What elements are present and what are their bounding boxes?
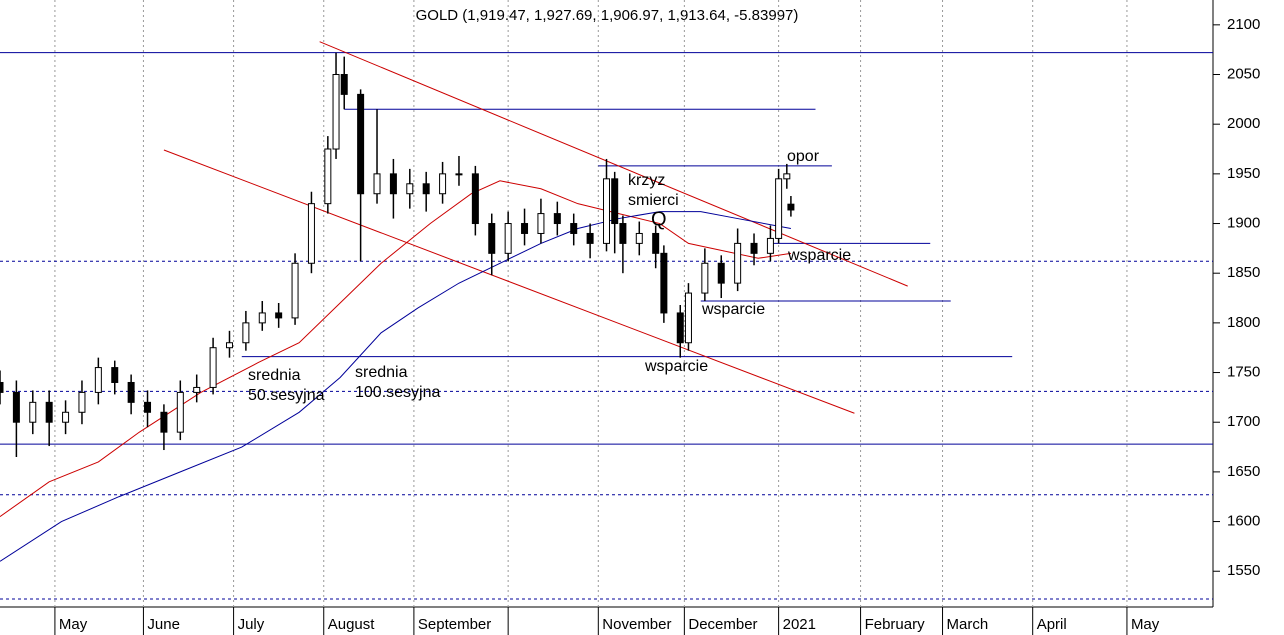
y-tick-label: 2000	[1227, 115, 1260, 132]
candle-body	[504, 223, 512, 254]
x-tick-label: September	[418, 616, 491, 633]
x-tick-label: May	[1131, 616, 1160, 633]
x-tick-label: July	[238, 616, 265, 633]
x-tick-label: December	[688, 616, 757, 633]
annotation: Q	[651, 208, 667, 230]
y-tick-label: 1600	[1227, 513, 1260, 530]
candle-body	[787, 203, 795, 211]
candle-body	[373, 173, 381, 195]
annotation: srednia	[355, 364, 408, 381]
annotation: wsparcie	[701, 301, 765, 318]
candle-body	[275, 312, 283, 319]
candle-body	[619, 223, 627, 244]
candle-body	[603, 178, 610, 244]
y-tick-label: 1650	[1227, 463, 1260, 480]
candle-body	[471, 173, 479, 225]
candle-body	[176, 391, 184, 433]
candle-body	[734, 242, 742, 284]
y-tick-label: 1950	[1227, 165, 1260, 182]
candle-body	[635, 232, 643, 244]
candle-body	[0, 381, 4, 393]
annotation: wsparcie	[644, 358, 708, 375]
annotation: 50.sesyjna	[248, 387, 325, 404]
x-tick-label: June	[147, 616, 180, 633]
candle-body	[144, 401, 152, 413]
y-tick-label: 1550	[1227, 562, 1260, 579]
y-tick-label: 2100	[1227, 16, 1260, 33]
x-tick-label: March	[947, 616, 989, 633]
x-tick-label: 2021	[783, 616, 816, 633]
x-tick-label: August	[328, 616, 376, 633]
annotation: 100.sesyjna	[355, 384, 440, 401]
x-tick-label: April	[1037, 616, 1067, 633]
candle-body	[422, 183, 430, 195]
candle-body	[193, 386, 201, 393]
chart-title: GOLD (1,919.47, 1,927.69, 1,906.97, 1,91…	[416, 7, 799, 24]
candle-body	[160, 411, 168, 433]
candle-body	[553, 213, 561, 225]
candle-body	[701, 262, 709, 294]
candle-body	[611, 178, 619, 225]
candle-body	[209, 347, 217, 388]
candle-body	[389, 173, 397, 195]
candle-body	[455, 173, 463, 176]
y-tick-label: 1750	[1227, 364, 1260, 381]
trend-line	[163, 149, 855, 414]
candle-body	[586, 232, 594, 244]
candle-body	[12, 391, 20, 423]
trend-line	[319, 41, 908, 287]
candle-body	[488, 223, 496, 254]
annotation: srednia	[248, 367, 301, 384]
candle-body	[750, 242, 758, 254]
x-tick-label: November	[602, 616, 671, 633]
candle-body	[783, 173, 791, 180]
x-tick-label: May	[59, 616, 88, 633]
candle-body	[537, 213, 545, 234]
candle-body	[766, 237, 774, 254]
annotation: smierci	[628, 192, 679, 209]
candle-body	[439, 173, 447, 195]
candle-body	[717, 262, 725, 284]
candle-body	[332, 74, 340, 150]
candle-body	[660, 252, 668, 314]
y-tick-label: 1800	[1227, 314, 1260, 331]
candle-body	[291, 262, 299, 319]
candle-body	[684, 292, 692, 344]
candle-body	[62, 411, 70, 423]
annotation: opor	[787, 148, 820, 165]
candle-body	[45, 401, 53, 423]
y-tick-label: 1850	[1227, 264, 1260, 281]
candle-body	[652, 232, 660, 254]
y-tick-label: 1900	[1227, 214, 1260, 231]
y-tick-label: 1700	[1227, 413, 1260, 430]
candle-body	[570, 223, 578, 234]
candle-body	[357, 93, 365, 195]
annotation: wsparcie	[787, 247, 851, 264]
candle-body	[29, 401, 37, 423]
candle-body	[521, 223, 529, 234]
moving-average	[0, 211, 792, 562]
candle-body	[775, 178, 783, 239]
y-tick-label: 2050	[1227, 65, 1260, 82]
candle-body	[78, 391, 86, 413]
candle-body	[258, 312, 266, 324]
candle-body	[406, 183, 414, 195]
candle-body	[111, 367, 119, 383]
candle-body	[242, 322, 250, 344]
candle-body	[340, 74, 348, 95]
candle-body	[676, 312, 684, 344]
candle-body	[127, 381, 135, 403]
candle-body	[225, 342, 233, 349]
annotation: krzyz	[628, 172, 665, 189]
x-tick-label: February	[865, 616, 926, 633]
candle-body	[324, 148, 332, 205]
candle-body	[307, 203, 315, 264]
moving-average	[0, 180, 791, 518]
candle-body	[94, 367, 102, 393]
